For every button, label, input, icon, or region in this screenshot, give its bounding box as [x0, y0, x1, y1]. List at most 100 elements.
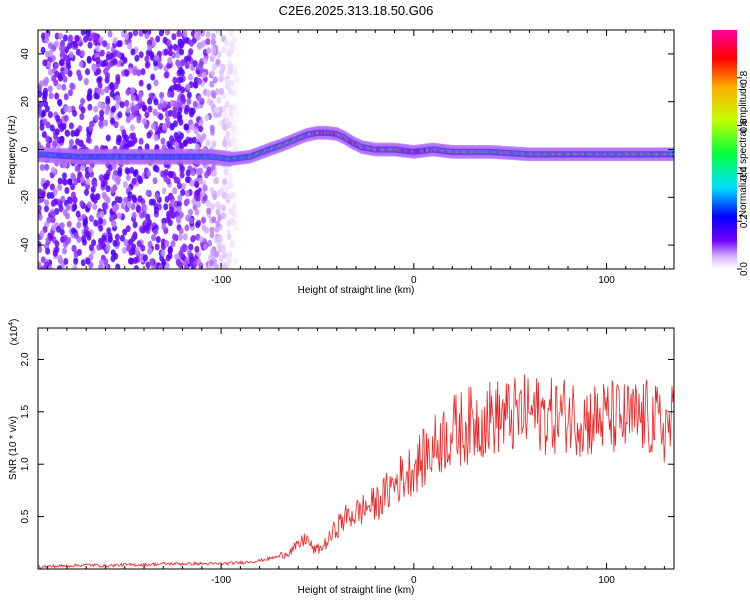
x-tick-label: 0: [411, 575, 417, 586]
noise-cell: [126, 201, 132, 209]
noise-cell: [194, 208, 200, 216]
noise-cell: [104, 173, 110, 181]
noise-cell: [126, 244, 132, 252]
noise-cell: [78, 140, 83, 148]
noise-cell: [88, 215, 94, 222]
noise-cell: [67, 70, 73, 77]
noise-cell: [103, 258, 109, 266]
noise-cell: [158, 30, 164, 37]
noise-cell: [54, 62, 59, 69]
snr-ylabel: SNR (10 * v/v): [8, 416, 19, 480]
noise-cell: [142, 104, 148, 112]
noise-cell: [116, 51, 122, 59]
noise-cell: [153, 206, 159, 214]
noise-cell: [52, 249, 58, 257]
noise-cell: [146, 218, 152, 226]
noise-cell: [98, 174, 104, 182]
noise-cell: [70, 173, 76, 181]
noise-cell: [211, 216, 217, 224]
y-tick-label: 2.0: [20, 352, 31, 366]
noise-cell: [162, 101, 167, 109]
noise-cell: [68, 139, 74, 146]
noise-cell: [83, 35, 89, 43]
noise-cell: [225, 131, 231, 138]
noise-cell: [152, 177, 158, 185]
noise-cell: [164, 195, 170, 203]
noise-cell: [68, 122, 74, 130]
noise-cell: [117, 196, 123, 204]
noise-cell: [221, 105, 227, 113]
noise-cell: [181, 97, 186, 104]
noise-cell: [53, 198, 59, 206]
noise-cell: [85, 257, 91, 265]
noise-cell: [209, 248, 215, 256]
y-tick-label: -40: [20, 237, 31, 252]
noise-cell: [151, 40, 157, 48]
noise-cell: [109, 90, 115, 98]
noise-cell: [79, 176, 85, 184]
noise-cell: [237, 225, 243, 233]
noise-cell: [207, 239, 213, 247]
noise-cell: [222, 252, 228, 260]
noise-cell: [103, 119, 108, 127]
noise-cell: [93, 92, 99, 100]
noise-cell: [51, 224, 57, 232]
noise-cell: [140, 244, 146, 252]
noise-cell: [176, 30, 182, 38]
noise-cell: [154, 54, 160, 62]
noise-cell: [130, 87, 136, 94]
noise-cell: [67, 178, 73, 186]
noise-cell: [83, 77, 89, 85]
spectrogram-cells: [38, 30, 674, 269]
colorbar-tick-label: 0.6: [739, 118, 750, 132]
noise-cell: [132, 68, 138, 76]
noise-cell: [57, 254, 63, 262]
noise-cell: [87, 41, 93, 49]
noise-cell: [144, 143, 150, 151]
snr-plot-area: [38, 328, 674, 569]
noise-cell: [136, 240, 142, 248]
noise-cell: [176, 205, 182, 213]
noise-cell: [67, 105, 72, 113]
noise-cell: [85, 177, 91, 185]
noise-cell: [134, 54, 140, 62]
noise-cell: [176, 136, 182, 144]
noise-cell: [147, 97, 153, 105]
noise-cell: [161, 223, 167, 230]
noise-cell: [227, 251, 233, 258]
noise-cell: [111, 220, 117, 228]
noise-cell: [91, 64, 97, 72]
noise-cell: [51, 141, 57, 149]
noise-cell: [172, 233, 177, 241]
snr-line-layer: [38, 374, 674, 569]
noise-cell: [38, 245, 43, 253]
noise-cell: [192, 100, 198, 108]
noise-cell: [134, 247, 140, 254]
spectrogram-ylabel: Frequency (Hz): [7, 116, 18, 185]
noise-cell: [144, 111, 150, 119]
noise-cell: [209, 100, 215, 108]
noise-cell: [138, 137, 144, 145]
noise-cell: [205, 139, 211, 147]
noise-cell: [42, 118, 48, 126]
noise-cell: [219, 68, 224, 76]
noise-cell: [96, 67, 102, 75]
noise-cell: [209, 80, 215, 88]
noise-cell: [59, 136, 65, 143]
noise-cell: [59, 222, 65, 230]
noise-cell: [57, 177, 63, 185]
noise-cell: [233, 90, 239, 97]
noise-cell: [213, 177, 219, 185]
noise-cell: [119, 234, 125, 242]
noise-cell: [218, 75, 224, 83]
noise-cell: [184, 224, 190, 232]
noise-cell: [80, 50, 85, 57]
noise-cell: [190, 235, 196, 243]
noise-cell: [222, 123, 228, 131]
noise-cell: [68, 89, 73, 97]
noise-cell: [102, 40, 108, 48]
noise-cell: [226, 233, 232, 240]
noise-cell: [166, 140, 172, 148]
noise-cell: [189, 179, 195, 187]
noise-cell: [237, 103, 242, 111]
